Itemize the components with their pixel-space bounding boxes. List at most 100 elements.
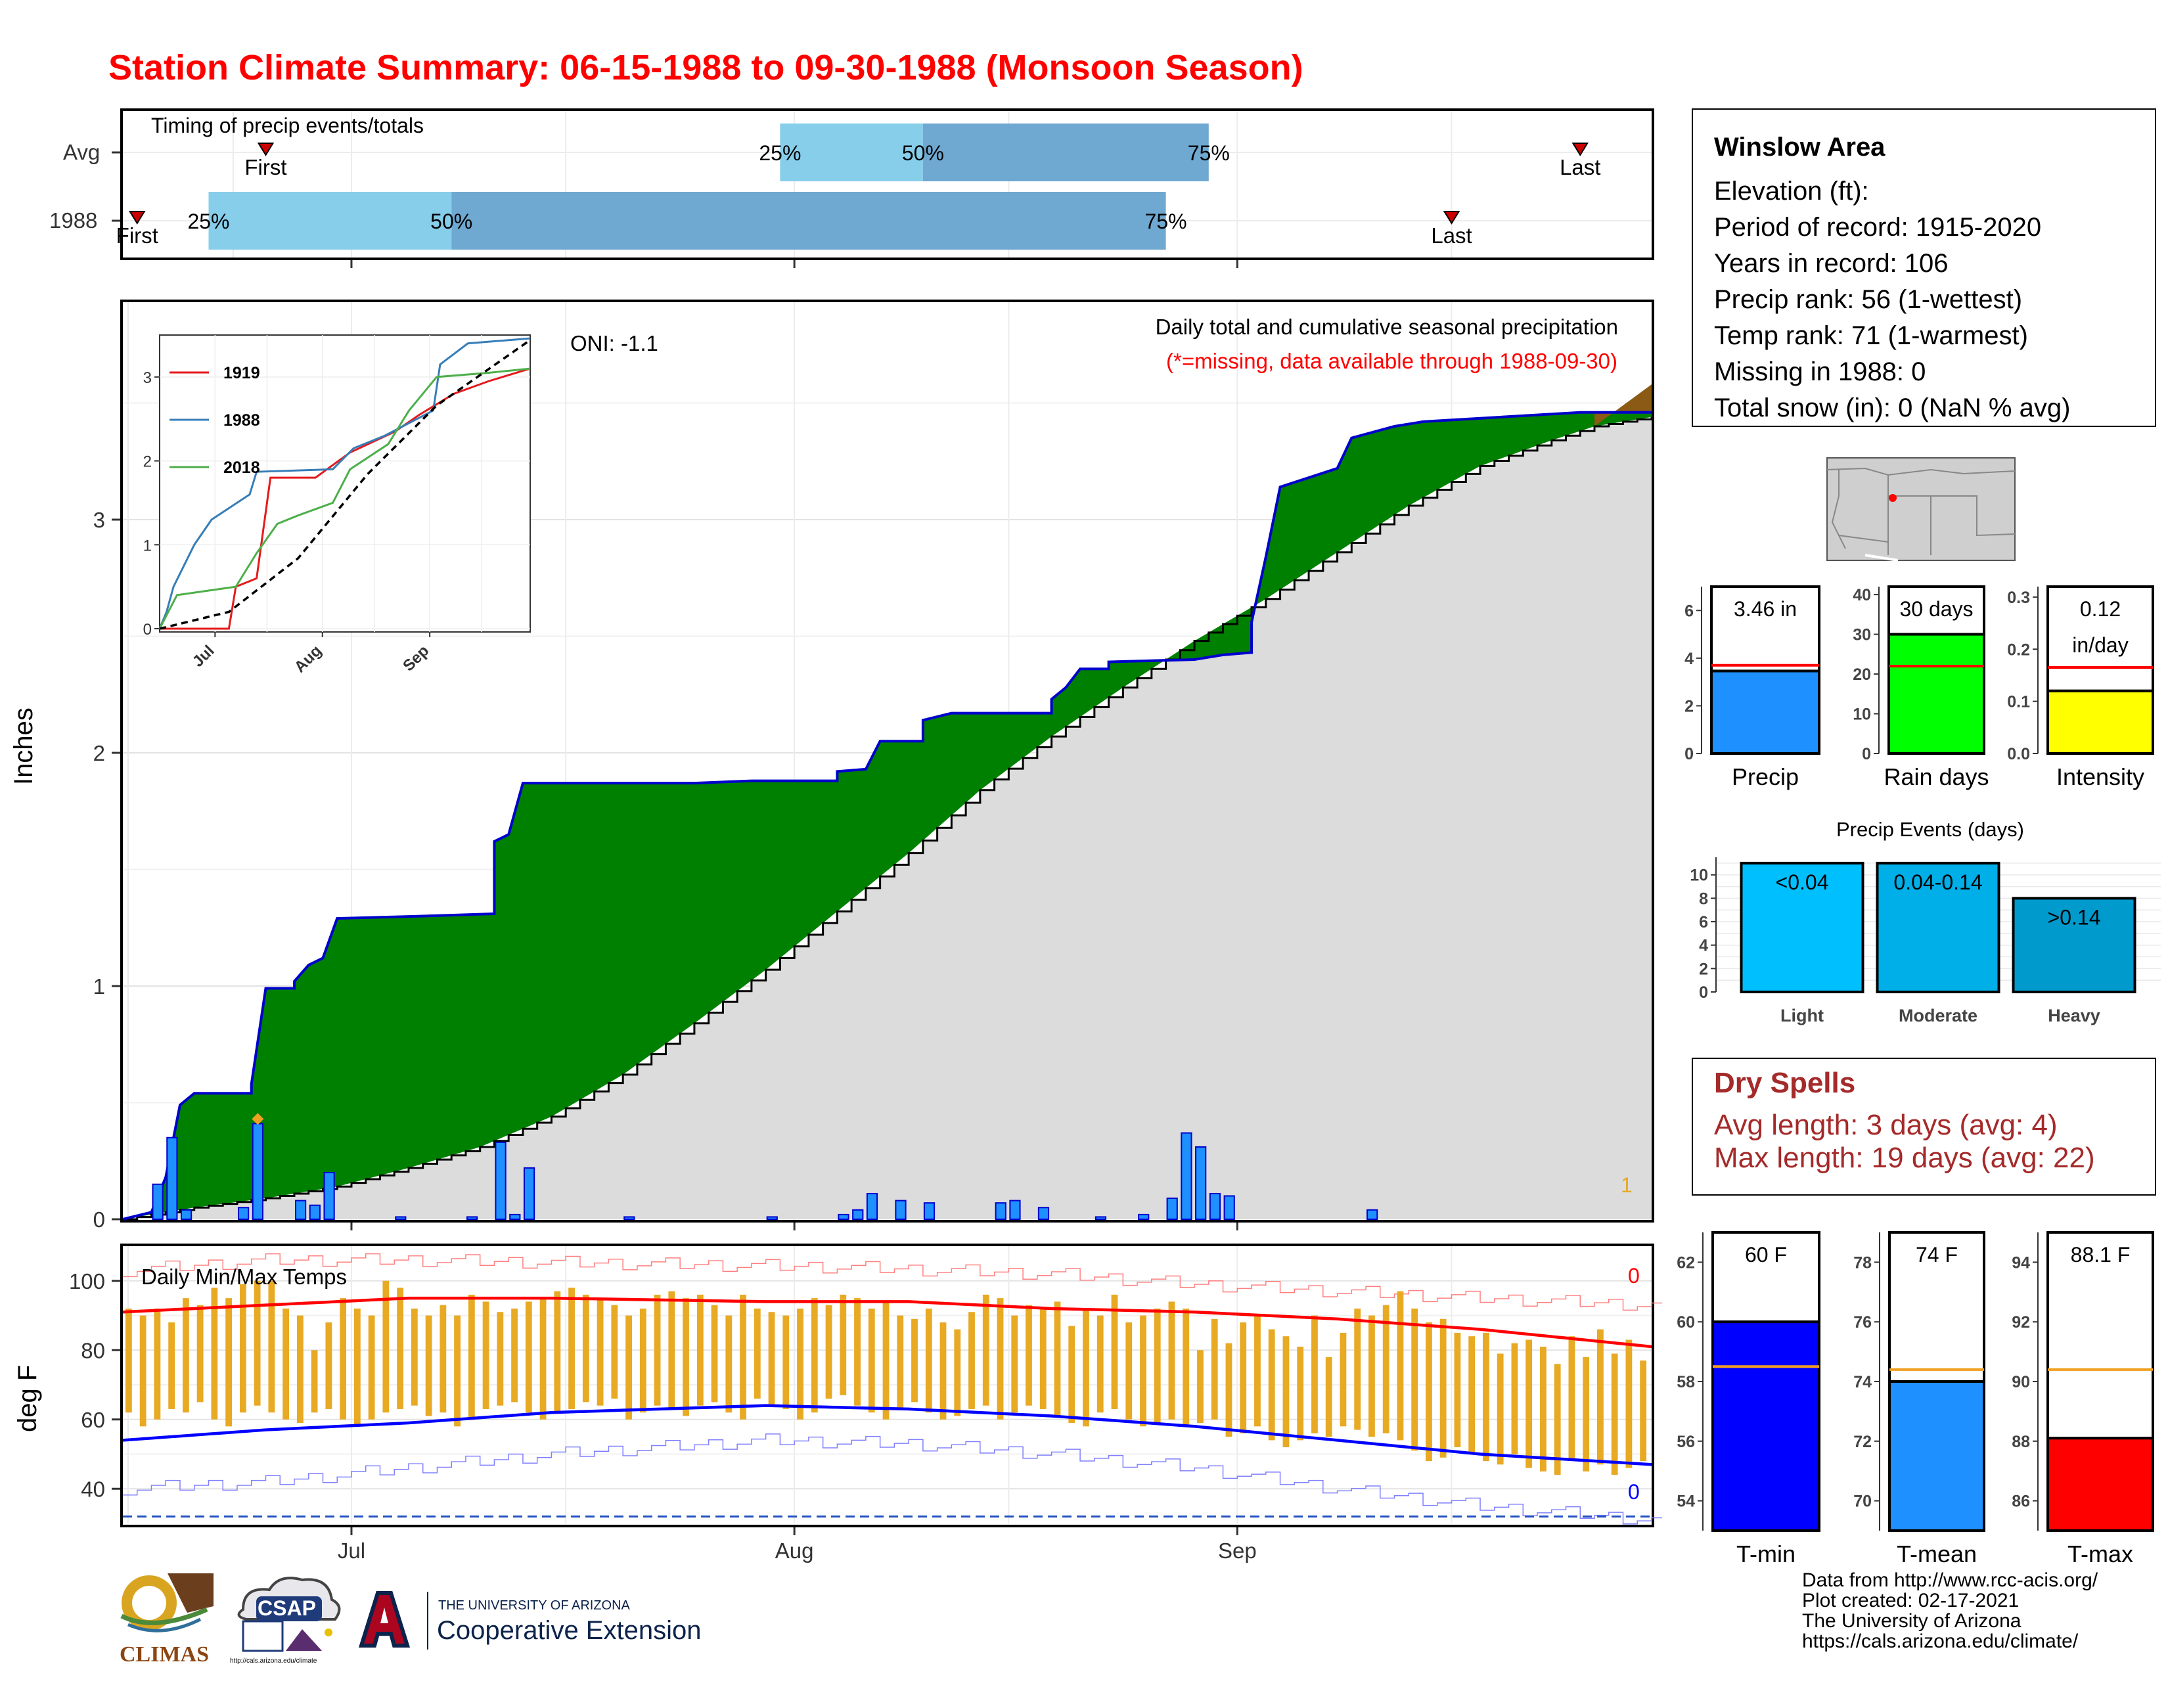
- daily-temp-range-bar: [196, 1305, 204, 1403]
- intensity-value-label: 0.12: [2080, 597, 2121, 621]
- temp-y-tick-label: 80: [81, 1338, 105, 1362]
- daily-temp-range-bar: [811, 1298, 818, 1413]
- station-precip-rank: Precip rank: 56 (1-wettest): [1714, 285, 2023, 314]
- daily-precip-bar: [895, 1200, 907, 1220]
- station-location-dot: [1889, 494, 1897, 502]
- rain_days-y-tick-label: 0: [1862, 745, 1871, 763]
- daily-temp-range-bar: [639, 1308, 646, 1413]
- rain_days-y-tick-label: 40: [1853, 586, 1871, 604]
- above-average-area: [123, 412, 1652, 1220]
- tmax-y-tick-label: 86: [2012, 1493, 2030, 1511]
- daily-temp-range-bar: [440, 1305, 447, 1413]
- precip_total-value-label: 3.46 in: [1734, 597, 1797, 621]
- daily-temp-range-bar: [968, 1312, 975, 1409]
- station-missing: Missing in 1988: 0: [1714, 357, 1926, 386]
- daily-temp-range-bar: [397, 1288, 403, 1409]
- daily-precip-bar: [1009, 1200, 1021, 1220]
- daily-temp-range-bar: [125, 1308, 132, 1413]
- daily-precip-bar: [166, 1136, 178, 1220]
- dry-spells-box: Dry Spells Avg length: 3 days (avg: 4) M…: [1692, 1058, 2156, 1196]
- daily-temp-range-bar: [454, 1315, 461, 1427]
- climas-logo: CLIMAS: [108, 1567, 220, 1667]
- missing-data-marker: [252, 1113, 264, 1125]
- temp-chart-title: Daily Min/Max Temps: [141, 1265, 347, 1289]
- temp-y-tick-label: 60: [81, 1408, 105, 1432]
- quartile-bar-50-75: [922, 124, 1209, 181]
- intensity-bar: [2046, 689, 2154, 755]
- daily-precip-bar: [623, 1216, 635, 1220]
- temp-x-tick-label: Jul: [338, 1539, 365, 1563]
- intensity-value-label: in/day: [2072, 633, 2128, 657]
- events-bar-heavy: [2012, 897, 2136, 994]
- tmax-bar: [2046, 1437, 2154, 1533]
- daily-temp-range-bar: [239, 1284, 246, 1413]
- daily-temp-range-bar: [1625, 1339, 1633, 1468]
- temp-x-tick-label: Sep: [1218, 1539, 1257, 1563]
- daily-temp-range-bar: [696, 1294, 704, 1406]
- daily-temp-range-bar: [1483, 1332, 1489, 1462]
- precip-chart: 0 1 2 3: [93, 302, 1653, 1232]
- precip-y-tick-label: 1: [93, 974, 105, 999]
- daily-temp-range-bar: [1511, 1343, 1518, 1454]
- daily-temp-range-bar: [568, 1288, 575, 1409]
- intensity-label-box: [2046, 585, 2154, 692]
- daily-temp-range-bar: [1454, 1332, 1461, 1447]
- daily-precip-bar: [1195, 1146, 1207, 1220]
- daily-temp-range-bar: [1311, 1315, 1318, 1433]
- station-name: Winslow Area: [1714, 133, 1886, 162]
- timing-row-label-1988: 1988: [49, 208, 98, 233]
- csap-cloud-icon: [237, 1577, 341, 1652]
- precip-corner-count: 1: [1621, 1173, 1633, 1197]
- timing-title: Timing of precip events/totals: [151, 114, 424, 137]
- tmean-value-label: 74 F: [1916, 1243, 1958, 1267]
- daily-precip-bar: [852, 1209, 864, 1221]
- daily-temp-range-bar: [711, 1305, 718, 1403]
- tmax-y-tick-label: 90: [2012, 1373, 2030, 1391]
- tmean-y-tick-label: 72: [1853, 1433, 1872, 1451]
- rain_days-value-label: 30 days: [1899, 597, 1973, 621]
- first-event-marker: [257, 143, 275, 156]
- daily-temp-range-bar: [1382, 1305, 1389, 1433]
- tmean-y-tick-label: 76: [1853, 1313, 1872, 1332]
- daily-temp-range-bar: [311, 1350, 318, 1413]
- precip_total-y-tick-label: 2: [1684, 697, 1694, 715]
- tmin-y-tick-label: 54: [1677, 1493, 1695, 1511]
- tmax-label-box: [2046, 1231, 2154, 1440]
- inset-y-tick-label: 2: [143, 453, 152, 471]
- quartile-bar-50-75: [451, 192, 1166, 250]
- dry-spells-avg: Avg length: 3 days (avg: 4): [1714, 1109, 2058, 1141]
- below-average-area: [1594, 384, 1652, 426]
- oni-value: ONI: -1.1: [570, 331, 658, 355]
- footer-line-data: Data from http://www.rcc-acis.org/: [1802, 1569, 2098, 1591]
- daily-precip-bar: [466, 1216, 478, 1220]
- daily-temp-range-bar: [1568, 1336, 1575, 1462]
- daily-precip-bar: [1181, 1132, 1192, 1221]
- daily-temp-range-bar: [1354, 1308, 1361, 1430]
- tmean-y-tick-label: 70: [1853, 1493, 1872, 1511]
- inset-legend-label: 2018: [223, 459, 260, 477]
- daily-temp-range-bar: [425, 1315, 432, 1416]
- daily-precip-bar: [838, 1213, 849, 1221]
- rain_days-y-tick-label: 30: [1853, 626, 1871, 644]
- daily-temp-range-bar: [168, 1322, 175, 1409]
- daily-temp-range-bar: [353, 1308, 361, 1427]
- inset-series-1988: [158, 337, 531, 629]
- daily-temp-range-bar: [1368, 1315, 1375, 1437]
- daily-temp-range-bar: [1439, 1318, 1447, 1458]
- tmin-x-label: T-min: [1736, 1540, 1795, 1567]
- precip-chart-subtitle: (*=missing, data available through 1988-…: [1165, 349, 1617, 373]
- inset-x-tick-label: Aug: [291, 642, 325, 676]
- intensity-y-tick-label: 0.2: [2007, 640, 2030, 659]
- daily-temp-range-bar: [211, 1288, 218, 1420]
- ua-big-text: Cooperative Extension: [437, 1616, 702, 1645]
- dry-spells-title: Dry Spells: [1714, 1067, 1856, 1099]
- tmin-bar: [1711, 1320, 1820, 1532]
- last-event-marker: [1571, 143, 1589, 156]
- tmax-y-tick-label: 88: [2012, 1433, 2030, 1451]
- daily-temp-range-bar: [1282, 1336, 1290, 1447]
- inset-legend-label: 1988: [223, 411, 260, 430]
- tmean-y-tick-label: 78: [1853, 1253, 1872, 1272]
- quartile-bar-25-50: [780, 124, 923, 181]
- daily-temp-range-bar: [1411, 1308, 1418, 1451]
